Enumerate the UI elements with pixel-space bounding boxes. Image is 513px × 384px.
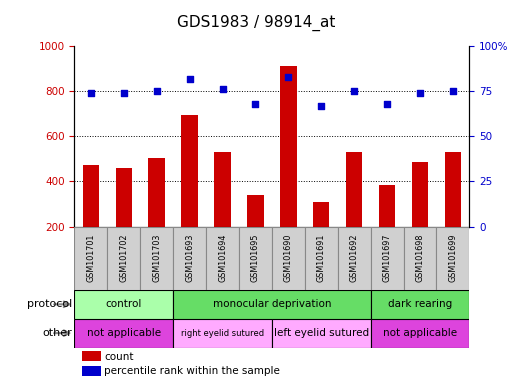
Bar <box>82 366 101 376</box>
Bar <box>74 227 107 290</box>
Point <box>449 88 457 94</box>
Text: GDS1983 / 98914_at: GDS1983 / 98914_at <box>177 15 336 31</box>
Text: right eyelid sutured: right eyelid sutured <box>181 329 264 338</box>
Bar <box>404 227 437 290</box>
Text: percentile rank within the sample: percentile rank within the sample <box>105 366 280 376</box>
Text: protocol: protocol <box>27 299 72 310</box>
Bar <box>370 227 404 290</box>
Bar <box>82 351 101 361</box>
Point <box>120 90 128 96</box>
Bar <box>412 162 428 227</box>
Bar <box>370 319 469 348</box>
Bar <box>346 152 362 227</box>
Text: not applicable: not applicable <box>383 328 457 338</box>
Text: GSM101694: GSM101694 <box>218 234 227 282</box>
Bar <box>338 227 370 290</box>
Point <box>383 101 391 107</box>
Bar <box>370 290 469 319</box>
Bar <box>74 290 173 319</box>
Text: GSM101692: GSM101692 <box>350 234 359 283</box>
Text: monocular deprivation: monocular deprivation <box>213 299 331 310</box>
Bar <box>173 319 272 348</box>
Bar <box>140 227 173 290</box>
Text: not applicable: not applicable <box>87 328 161 338</box>
Bar <box>379 185 396 227</box>
Point <box>251 101 260 107</box>
Text: GSM101697: GSM101697 <box>383 234 391 283</box>
Bar <box>272 227 305 290</box>
Bar <box>173 290 370 319</box>
Bar <box>313 202 329 227</box>
Bar <box>173 227 206 290</box>
Text: control: control <box>106 299 142 310</box>
Point <box>186 76 194 82</box>
Text: other: other <box>42 328 72 338</box>
Text: GSM101695: GSM101695 <box>251 234 260 283</box>
Text: count: count <box>105 352 134 362</box>
Point <box>416 90 424 96</box>
Text: GSM101690: GSM101690 <box>284 234 293 282</box>
Bar <box>445 152 461 227</box>
Bar <box>239 227 272 290</box>
Point <box>152 88 161 94</box>
Bar <box>206 227 239 290</box>
Text: GSM101691: GSM101691 <box>317 234 326 282</box>
Point <box>317 103 325 109</box>
Bar <box>182 115 198 227</box>
Bar <box>247 195 264 227</box>
Text: dark rearing: dark rearing <box>388 299 452 310</box>
Text: GSM101703: GSM101703 <box>152 234 161 282</box>
Text: GSM101701: GSM101701 <box>86 234 95 282</box>
Bar <box>148 158 165 227</box>
Bar <box>305 227 338 290</box>
Bar <box>214 152 231 227</box>
Text: GSM101698: GSM101698 <box>416 234 425 282</box>
Point <box>87 90 95 96</box>
Bar <box>74 319 173 348</box>
Text: GSM101693: GSM101693 <box>185 234 194 282</box>
Bar <box>280 66 297 227</box>
Text: left eyelid sutured: left eyelid sutured <box>274 328 369 338</box>
Point <box>350 88 358 94</box>
Point <box>284 74 292 80</box>
Text: GSM101699: GSM101699 <box>448 234 458 283</box>
Text: GSM101702: GSM101702 <box>119 234 128 283</box>
Bar <box>272 319 370 348</box>
Bar <box>437 227 469 290</box>
Bar <box>83 164 99 227</box>
Point <box>219 86 227 93</box>
Bar <box>107 227 140 290</box>
Bar <box>115 168 132 227</box>
